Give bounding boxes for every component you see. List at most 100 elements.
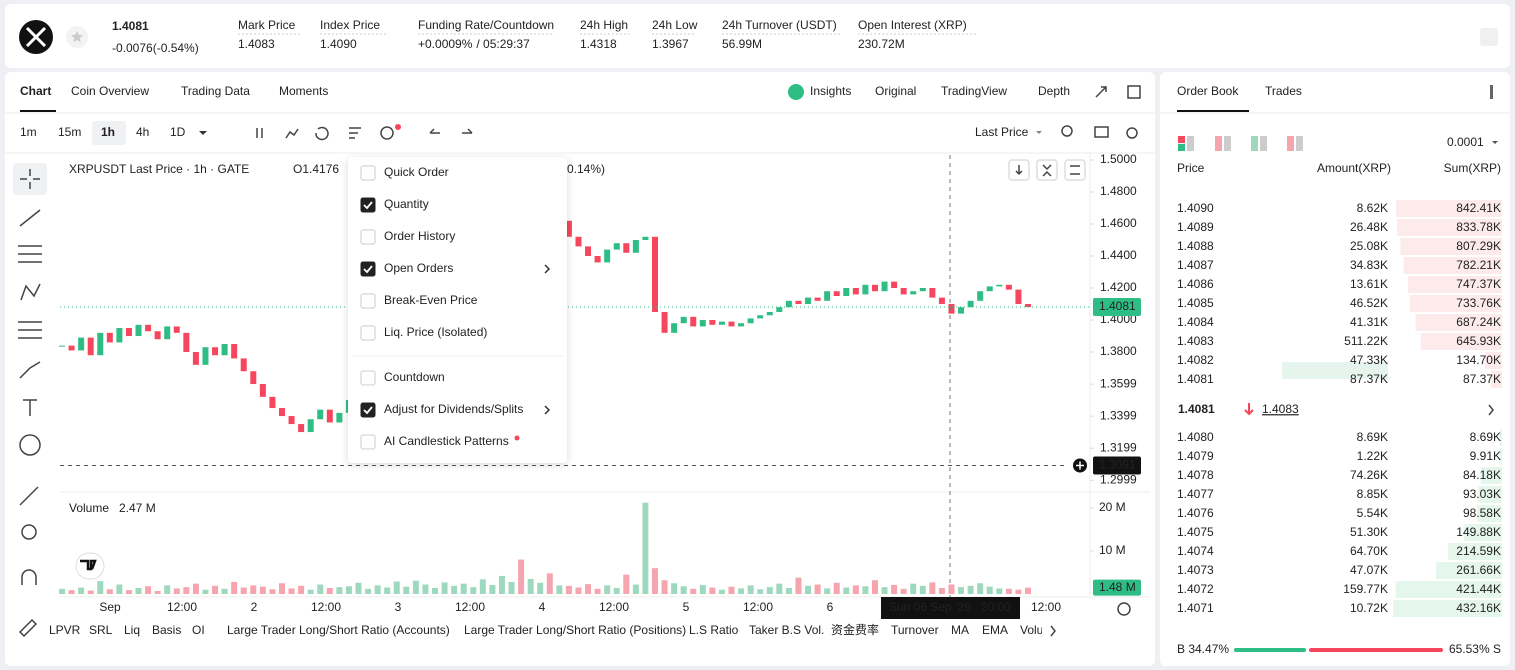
indicator[interactable]: LPVR — [49, 623, 81, 637]
checkbox[interactable] — [360, 197, 376, 213]
book-price[interactable]: 1.4073 — [1177, 563, 1214, 577]
volume-bar — [537, 582, 544, 594]
checkbox[interactable] — [360, 261, 376, 277]
menu-item[interactable]: Adjust for Dividends/Splits — [384, 402, 523, 416]
volume-bar — [412, 580, 419, 594]
stat-label: Funding Rate/Countdown — [418, 18, 554, 32]
volume-bar — [125, 590, 132, 594]
checkbox[interactable] — [360, 370, 376, 386]
book-price[interactable]: 1.4085 — [1177, 296, 1214, 310]
menu-item[interactable]: Open Orders — [384, 261, 453, 275]
indicator[interactable]: Turnover — [891, 623, 939, 637]
book-price[interactable]: 1.4084 — [1177, 315, 1214, 329]
book-price[interactable]: 1.4083 — [1177, 334, 1214, 348]
view-tab[interactable]: Insights — [810, 84, 851, 98]
indicator[interactable]: L.S Ratio — [689, 623, 739, 637]
price-type[interactable]: Last Price — [975, 125, 1029, 139]
chart-tab[interactable]: Chart — [20, 84, 51, 98]
interval[interactable]: 15m — [58, 125, 81, 139]
interval[interactable]: 1D — [170, 125, 186, 139]
interval[interactable]: 1h — [101, 125, 115, 139]
interval[interactable]: 4h — [136, 125, 149, 139]
last-volume-label: 1.48 M — [1099, 580, 1136, 594]
book-sum: 807.29K — [1456, 239, 1501, 253]
indicator[interactable]: Liq — [124, 623, 140, 637]
view-tab[interactable]: Depth — [1038, 84, 1070, 98]
indicator[interactable]: MA — [951, 623, 969, 637]
down-arrow — [1244, 403, 1254, 416]
checkbox[interactable] — [360, 434, 376, 450]
book-price[interactable]: 1.4079 — [1177, 449, 1214, 463]
indicator[interactable]: Taker B.S Vol. — [749, 623, 824, 637]
volume-title: Volume — [69, 501, 109, 515]
stat-label: 24h Turnover (USDT) — [722, 18, 837, 32]
indicator[interactable]: Large Trader Long/Short Ratio (Accounts) — [227, 623, 450, 637]
indicator[interactable]: SRL — [89, 623, 113, 637]
book-price[interactable]: 1.4081 — [1177, 372, 1214, 386]
candle — [728, 321, 735, 327]
checkbox[interactable] — [360, 325, 376, 341]
interval[interactable]: 1m — [20, 125, 37, 139]
checkbox[interactable] — [360, 402, 376, 418]
view-tab[interactable]: TradingView — [941, 84, 1007, 98]
menu-item[interactable]: AI Candlestick Patterns — [384, 434, 509, 448]
book-amount: 1.22K — [1357, 449, 1388, 463]
panel-icon[interactable] — [1480, 28, 1498, 46]
book-price[interactable]: 1.4078 — [1177, 468, 1214, 482]
orderbook-tab[interactable]: Order Book — [1177, 84, 1239, 98]
book-price[interactable]: 1.4087 — [1177, 258, 1214, 272]
indicator[interactable]: EMA — [982, 623, 1008, 637]
checkbox[interactable] — [360, 293, 376, 309]
menu-item[interactable]: Quantity — [384, 197, 429, 211]
chart-tab[interactable]: Trading Data — [181, 84, 250, 98]
orderbook-tab[interactable]: Trades — [1265, 84, 1302, 98]
precision[interactable]: 0.0001 — [1447, 135, 1484, 149]
menu-item[interactable]: Liq. Price (Isolated) — [384, 325, 487, 339]
indicator[interactable]: Volume — [1020, 623, 1060, 637]
indicator[interactable]: Basis — [152, 623, 181, 637]
indicator[interactable]: 资金费率 — [831, 622, 879, 637]
volume-bar — [432, 587, 439, 594]
book-amount: 13.61K — [1350, 277, 1388, 291]
checkbox[interactable] — [360, 229, 376, 245]
book-price[interactable]: 1.4072 — [1177, 582, 1214, 596]
menu-item[interactable]: Quick Order — [384, 165, 449, 179]
menu-item[interactable]: Countdown — [384, 370, 445, 384]
checkbox[interactable] — [360, 165, 376, 181]
time-tag — [881, 597, 1020, 619]
volume-bar — [508, 581, 515, 594]
book-price[interactable]: 1.4080 — [1177, 430, 1214, 444]
book-price[interactable]: 1.4071 — [1177, 601, 1214, 615]
depth-bar — [1393, 600, 1502, 617]
kebab[interactable] — [1490, 85, 1493, 99]
book-price[interactable]: 1.4088 — [1177, 239, 1214, 253]
indicator[interactable]: OI — [192, 623, 205, 637]
book-price[interactable]: 1.4086 — [1177, 277, 1214, 291]
book-sum: 421.44K — [1456, 582, 1501, 596]
book-price[interactable]: 1.4076 — [1177, 506, 1214, 520]
chart-tab[interactable]: Coin Overview — [71, 84, 149, 98]
candle — [97, 332, 104, 356]
plus — [1076, 461, 1084, 470]
depth-mode-icons[interactable] — [1178, 136, 1303, 151]
menu-item[interactable]: Break-Even Price — [384, 293, 478, 307]
book-price[interactable]: 1.4090 — [1177, 201, 1214, 215]
candle — [699, 320, 706, 327]
view-tab[interactable]: Original — [875, 84, 916, 98]
volume-bar — [565, 585, 572, 594]
price-change: -0.0076(-0.54%) — [112, 41, 199, 55]
book-price[interactable]: 1.4077 — [1177, 487, 1214, 501]
book-amount: 26.48K — [1350, 220, 1388, 234]
book-price[interactable]: 1.4089 — [1177, 220, 1214, 234]
book-price[interactable]: 1.4074 — [1177, 544, 1214, 558]
volume-bar — [470, 587, 477, 594]
chart-tab[interactable]: Moments — [279, 84, 328, 98]
drawing-tools[interactable] — [18, 85, 1494, 638]
menu-item[interactable]: Order History — [384, 229, 455, 243]
book-price[interactable]: 1.4075 — [1177, 525, 1214, 539]
volume-bar — [604, 585, 611, 594]
book-price[interactable]: 1.4082 — [1177, 353, 1214, 367]
y-tick-label: 1.4600 — [1100, 216, 1137, 230]
indicator[interactable]: Large Trader Long/Short Ratio (Positions… — [464, 623, 686, 637]
